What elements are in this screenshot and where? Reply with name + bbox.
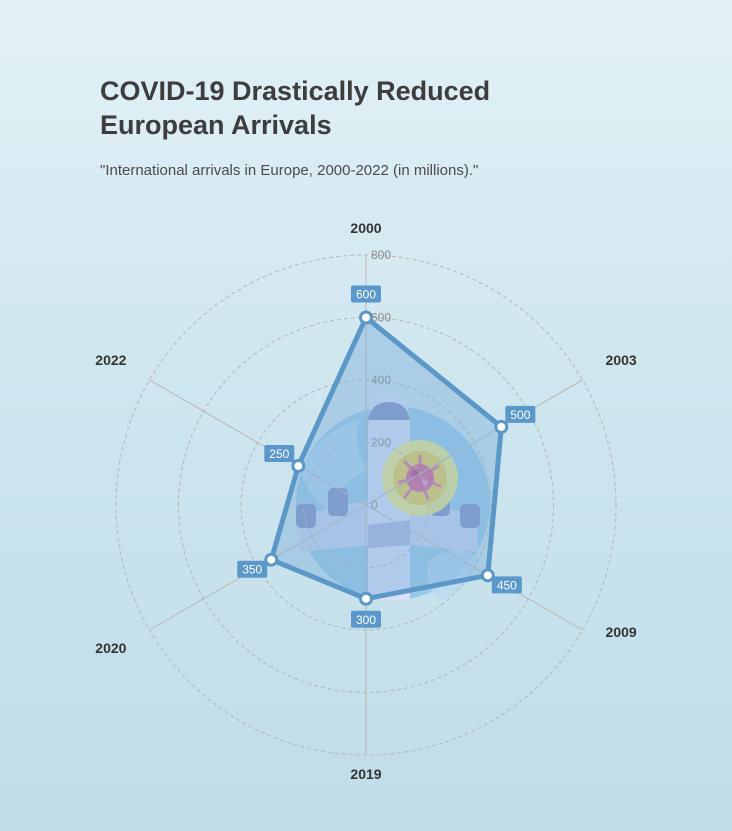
data-point: [359, 310, 373, 325]
radial-tick-label: 0: [371, 498, 378, 512]
chart-title: COVID-19 Drastically Reduced European Ar…: [100, 76, 491, 140]
grid-spoke: [365, 504, 583, 631]
radar-grid: 0 200 400 600 800: [115, 248, 617, 756]
category-label: 2022: [95, 352, 126, 368]
data-label-box: [351, 285, 381, 303]
radial-tick-label: 400: [371, 373, 391, 387]
category-label: 2000: [350, 220, 381, 236]
data-label-text: 350: [242, 563, 262, 577]
data-label-box: [264, 444, 295, 462]
data-label: 350: [237, 560, 268, 578]
data-label-text: 450: [497, 578, 517, 592]
data-label: 500: [505, 405, 536, 423]
data-label-text: 600: [356, 288, 376, 302]
data-label-box: [491, 576, 522, 594]
data-label-box: [237, 560, 268, 578]
data-label-text: 500: [510, 408, 530, 422]
data-label-box: [351, 610, 381, 628]
radar-labels: 6005004503003502502000200320092019202020…: [95, 220, 637, 782]
data-label: 300: [351, 610, 381, 628]
data-label-box: [505, 405, 536, 423]
radial-tick-label: 600: [371, 311, 391, 325]
radial-tick-label: 200: [371, 436, 391, 450]
data-label: 250: [264, 444, 295, 462]
globe-landmass: [300, 420, 370, 510]
data-point: [480, 568, 495, 583]
data-point: [494, 419, 509, 434]
data-label: 600: [351, 285, 381, 303]
radial-tick-label: 800: [371, 248, 391, 262]
chart-subtitle: "International arrivals in Europe, 2000-…: [100, 162, 479, 179]
virus-icon: [382, 440, 458, 516]
data-label-text: 300: [356, 613, 376, 627]
data-label: 450: [491, 576, 522, 594]
data-point: [264, 552, 279, 567]
globe-landmass: [426, 550, 480, 600]
grid-spoke: [365, 379, 583, 506]
radar-series: [264, 310, 509, 606]
data-point: [291, 458, 306, 473]
data-label-text: 250: [269, 447, 289, 461]
category-label: 2003: [606, 352, 637, 368]
category-label: 2020: [95, 640, 126, 656]
data-point: [359, 591, 373, 606]
grid-spoke: [149, 379, 367, 506]
series-area: [268, 315, 504, 602]
category-label: 2019: [350, 766, 381, 782]
category-label: 2009: [606, 624, 637, 640]
